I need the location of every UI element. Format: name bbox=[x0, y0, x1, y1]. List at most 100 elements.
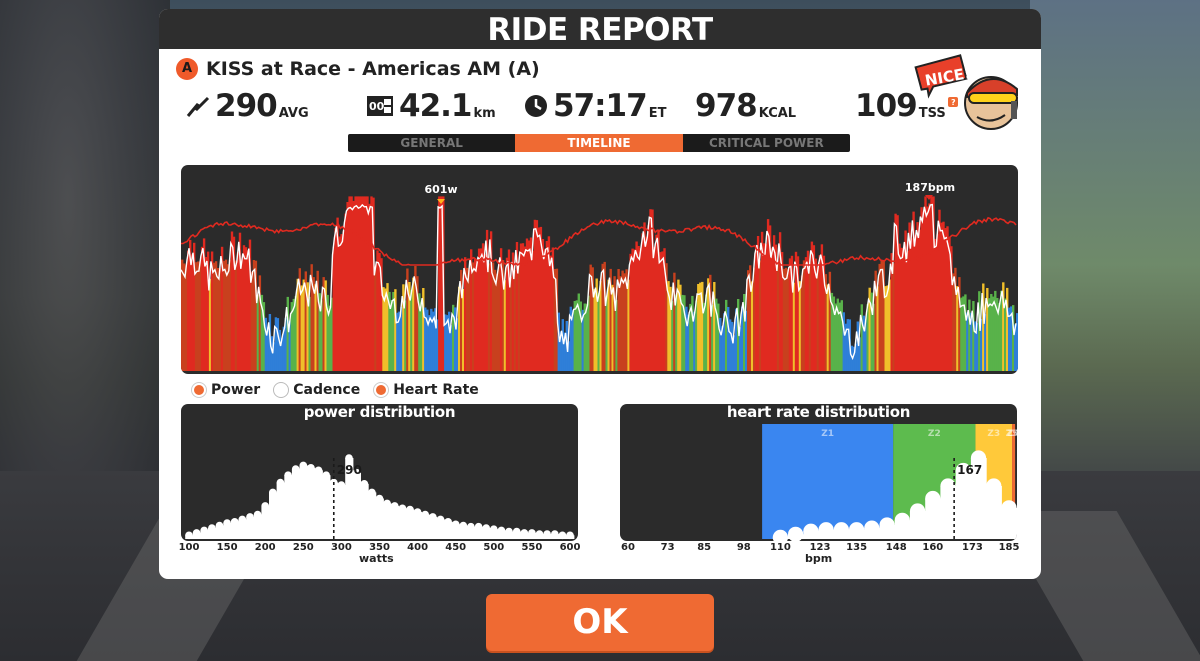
power-bar bbox=[886, 285, 889, 371]
distribution-bar-cap bbox=[986, 478, 1002, 494]
power-bar bbox=[541, 239, 545, 371]
power-distribution-title: power distribution bbox=[303, 404, 456, 421]
distribution-bar bbox=[208, 528, 217, 539]
distribution-bar bbox=[314, 470, 323, 539]
power-bar bbox=[352, 200, 355, 371]
power-bar bbox=[288, 320, 291, 371]
distribution-bar bbox=[467, 526, 476, 539]
distribution-bar-cap bbox=[345, 454, 353, 462]
power-bar bbox=[587, 295, 590, 371]
power-bar bbox=[778, 232, 782, 371]
power-bar bbox=[464, 257, 467, 371]
power-bar bbox=[326, 294, 329, 371]
tss-info-icon[interactable]: ? bbox=[947, 97, 958, 107]
power-bar bbox=[976, 323, 979, 371]
distribution-bar-cap bbox=[512, 527, 521, 536]
legend-power[interactable]: Power bbox=[192, 381, 260, 399]
distribution-bar bbox=[307, 467, 316, 539]
power-bar bbox=[450, 325, 453, 371]
power-bar bbox=[372, 197, 375, 371]
power-bar bbox=[318, 293, 321, 371]
power-bar bbox=[183, 263, 186, 371]
power-bar bbox=[607, 279, 610, 371]
svg-text:?: ? bbox=[951, 98, 956, 107]
timeline-chart[interactable]: 601w 187bpm bbox=[181, 165, 1018, 374]
power-bar bbox=[1014, 324, 1017, 371]
power-bar bbox=[244, 247, 248, 371]
power-bar bbox=[639, 248, 642, 371]
power-bar bbox=[256, 295, 260, 371]
power-bar bbox=[196, 261, 200, 371]
power-bar bbox=[348, 196, 351, 371]
distribution-bar-cap bbox=[467, 522, 475, 531]
power-bar bbox=[481, 243, 485, 371]
distribution-bar-cap bbox=[497, 526, 506, 535]
power-bar bbox=[388, 291, 391, 371]
power-bar bbox=[571, 310, 574, 371]
legend-heart-rate[interactable]: Heart Rate bbox=[374, 381, 479, 399]
power-bar bbox=[511, 252, 515, 371]
power-bar bbox=[525, 238, 529, 371]
power-bar bbox=[384, 288, 387, 371]
power-bar bbox=[804, 257, 808, 371]
power-bar bbox=[312, 277, 315, 371]
ok-button[interactable]: OK bbox=[486, 594, 714, 651]
power-bar bbox=[910, 238, 913, 371]
stat-distance: 00 42.1 km bbox=[365, 87, 496, 123]
power-bar bbox=[314, 284, 317, 371]
power-bar bbox=[645, 236, 648, 371]
power-bar bbox=[475, 259, 479, 371]
power-bar bbox=[470, 249, 473, 371]
distribution-bar bbox=[406, 509, 415, 539]
power-bar bbox=[665, 263, 668, 371]
power-bar bbox=[619, 276, 622, 371]
power-bar bbox=[462, 289, 465, 371]
report-title: RIDE REPORT bbox=[159, 9, 1041, 49]
distribution-bar bbox=[368, 492, 377, 539]
power-bar bbox=[1008, 307, 1011, 371]
power-bar bbox=[884, 286, 887, 371]
hr-distribution-title: heart rate distribution bbox=[726, 404, 911, 421]
power-bar bbox=[818, 255, 822, 371]
axis-tick: 600 bbox=[559, 542, 581, 553]
power-bar bbox=[635, 241, 638, 371]
distribution-bar bbox=[444, 521, 453, 539]
axis-tick: 550 bbox=[521, 542, 543, 553]
power-bar bbox=[972, 301, 975, 371]
power-bar bbox=[906, 250, 909, 371]
distribution-bar bbox=[497, 530, 506, 539]
power-bar bbox=[258, 275, 262, 371]
power-bar bbox=[1010, 306, 1013, 371]
power-bar bbox=[396, 312, 399, 371]
power-bar bbox=[838, 302, 841, 371]
power-bar bbox=[185, 265, 188, 371]
power-bar bbox=[260, 294, 264, 371]
distribution-bar bbox=[1001, 507, 1017, 539]
power-bar bbox=[264, 317, 268, 371]
power-bar bbox=[458, 286, 461, 371]
power-bar bbox=[707, 278, 710, 371]
power-bar bbox=[625, 269, 628, 371]
power-bar bbox=[673, 272, 676, 371]
power-bar bbox=[272, 342, 276, 371]
power-bar bbox=[830, 292, 834, 371]
distribution-bar-cap bbox=[1001, 500, 1017, 516]
power-bar bbox=[472, 262, 475, 371]
axis-tick: 173 bbox=[961, 542, 983, 553]
power-bar bbox=[948, 237, 951, 371]
tab-critical-power[interactable]: CRITICAL POWER bbox=[708, 136, 824, 150]
power-bar bbox=[1004, 298, 1007, 371]
power-bar bbox=[559, 331, 562, 371]
tab-general[interactable]: GENERAL bbox=[400, 136, 463, 150]
power-bar bbox=[966, 312, 969, 371]
distribution-bar-cap bbox=[398, 504, 407, 513]
power-bar bbox=[296, 278, 299, 371]
legend-cadence[interactable]: Cadence bbox=[274, 381, 360, 399]
axis-tick: 150 bbox=[216, 542, 238, 553]
axis-tick: 350 bbox=[369, 542, 390, 553]
distribution-bar-cap bbox=[551, 530, 559, 538]
tab-timeline[interactable]: TIMELINE bbox=[515, 134, 683, 152]
distribution-bar-cap bbox=[459, 521, 468, 530]
power-bar bbox=[679, 284, 682, 371]
power-bar bbox=[193, 242, 196, 371]
